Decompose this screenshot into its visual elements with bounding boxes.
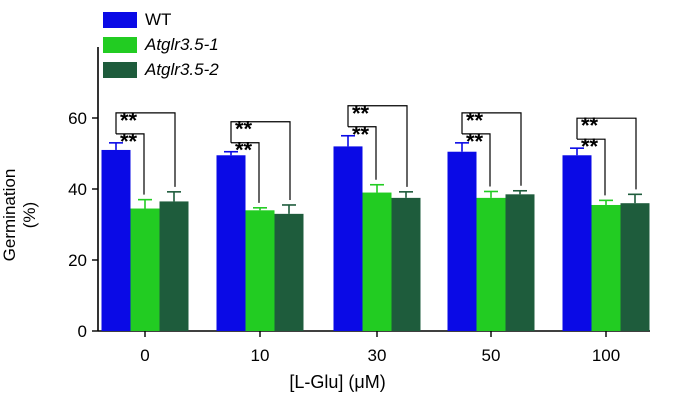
significance-label-10: ** [235, 138, 253, 163]
bar-atglr3-5-2-30 [391, 197, 421, 331]
bar-atglr3-5-2-50 [505, 194, 535, 331]
x-tick-label: 30 [368, 346, 387, 365]
x-axis-label: [L-Glu] (μM) [289, 372, 386, 392]
y-tick-label: 60 [68, 109, 87, 128]
bar-atglr3-5-2-10 [274, 213, 304, 331]
bar-wt-10 [216, 155, 246, 331]
bar-wt-0 [101, 149, 131, 331]
legend-swatch-atglr3-5-2 [103, 61, 137, 78]
significance-bracket-10 [231, 142, 260, 203]
significance-label-10: ** [235, 117, 253, 142]
legend-swatch-atglr3-5-1 [103, 36, 137, 53]
significance-bracket-30 [347, 105, 408, 187]
x-tick-label: 100 [592, 346, 620, 365]
significance-label-0: ** [120, 108, 138, 133]
legend-label-atglr3-5-2: Atglr3.5-2 [145, 59, 219, 79]
significance-bracket-50 [462, 133, 491, 187]
significance-bracket-0 [115, 112, 176, 187]
legend-item-wt: WT [103, 7, 219, 32]
significance-label-30: ** [352, 101, 370, 126]
legend-item-atglr3-5-2: Atglr3.5-2 [103, 57, 219, 82]
significance-label-30: ** [352, 122, 370, 147]
bar-wt-50 [447, 151, 477, 331]
significance-bracket-50 [461, 112, 522, 186]
significance-label-100: ** [581, 134, 599, 159]
bar-atglr3-5-1-0 [130, 208, 160, 331]
bar-atglr3-5-1-100 [591, 204, 621, 331]
y-axis-label: Germination (%) [0, 168, 39, 262]
significance-label-50: ** [466, 108, 484, 133]
legend-label-wt: WT [145, 9, 172, 29]
bar-atglr3-5-2-100 [620, 203, 650, 331]
legend-item-atglr3-5-1: Atglr3.5-1 [103, 32, 219, 57]
x-tick-label: 10 [251, 346, 270, 365]
significance-bracket-100 [576, 117, 637, 190]
significance-bracket-100 [577, 138, 606, 196]
bar-atglr3-5-2-0 [159, 201, 189, 331]
significance-bracket-0 [116, 133, 145, 195]
significance-label-0: ** [120, 129, 138, 154]
bar-atglr3-5-1-10 [245, 210, 275, 331]
bar-atglr3-5-1-50 [476, 197, 506, 331]
significance-bracket-10 [230, 121, 291, 200]
bar-wt-100 [562, 155, 592, 331]
legend-swatch-wt [103, 11, 137, 28]
y-tick-label: 0 [78, 322, 87, 341]
legend: WT Atglr3.5-1 Atglr3.5-2 [103, 7, 219, 82]
bar-wt-30 [333, 146, 363, 331]
bar-atglr3-5-1-30 [362, 192, 392, 331]
significance-label-100: ** [581, 113, 599, 138]
significance-bracket-30 [348, 126, 377, 180]
y-tick-label: 40 [68, 180, 87, 199]
significance-label-50: ** [466, 129, 484, 154]
y-tick-label: 20 [68, 251, 87, 270]
x-tick-label: 0 [140, 346, 149, 365]
legend-label-atglr3-5-1: Atglr3.5-1 [145, 34, 219, 54]
x-tick-label: 50 [482, 346, 501, 365]
